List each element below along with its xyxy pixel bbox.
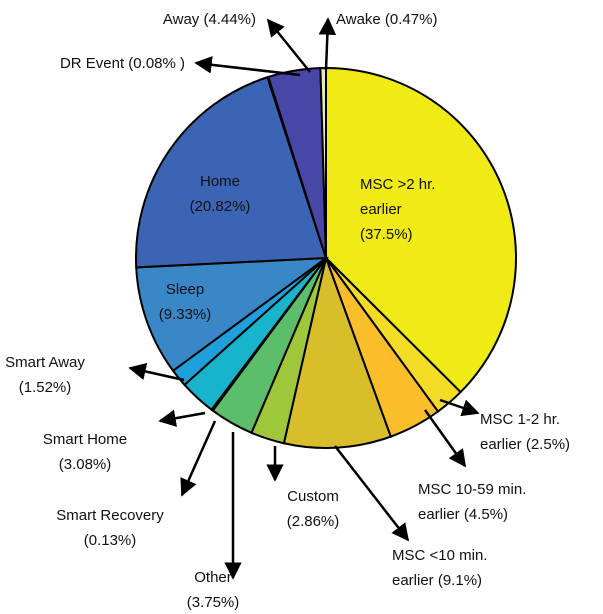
arrow	[128, 362, 185, 382]
arrow	[158, 409, 206, 427]
data-label: Other	[194, 569, 232, 586]
data-label: MSC >2 hr.	[360, 176, 435, 193]
data-label: (1.52%)	[19, 379, 72, 396]
data-label: earlier (9.1%)	[392, 572, 482, 589]
arrow	[318, 17, 337, 71]
arrow	[439, 398, 480, 417]
data-label: (3.75%)	[187, 594, 240, 611]
arrow	[266, 18, 311, 73]
data-label: (3.08%)	[59, 456, 112, 473]
data-label: earlier (4.5%)	[418, 506, 508, 523]
pie-slice	[135, 256, 330, 373]
data-label: MSC 1-2 hr.	[480, 411, 560, 428]
pie-slice	[135, 75, 328, 269]
data-label: Sleep	[166, 281, 204, 298]
data-label: (2.86%)	[287, 513, 340, 530]
data-label: earlier (2.5%)	[480, 436, 570, 453]
arrow	[334, 445, 410, 542]
data-label: Smart Away	[5, 354, 85, 371]
data-label: MSC 10-59 min.	[418, 481, 526, 498]
arrow	[180, 420, 217, 497]
data-label: Home	[200, 173, 240, 190]
data-label: Custom	[287, 488, 339, 505]
data-label: Away (4.44%)	[163, 11, 256, 28]
data-label: (9.33%)	[159, 306, 212, 323]
data-label: Awake (0.47%)	[336, 11, 437, 28]
data-label: earlier	[360, 201, 402, 218]
pie-slice	[325, 66, 517, 394]
data-label: (0.13%)	[84, 532, 137, 549]
data-label: Smart Recovery	[56, 507, 164, 524]
data-label: (37.5%)	[360, 226, 413, 243]
data-label: Smart Home	[43, 431, 127, 448]
arrow	[423, 409, 467, 468]
data-label: DR Event (0.08% )	[60, 55, 185, 72]
arrow	[194, 56, 301, 77]
data-label: (20.82%)	[190, 198, 251, 215]
data-label: MSC <10 min.	[392, 547, 487, 564]
